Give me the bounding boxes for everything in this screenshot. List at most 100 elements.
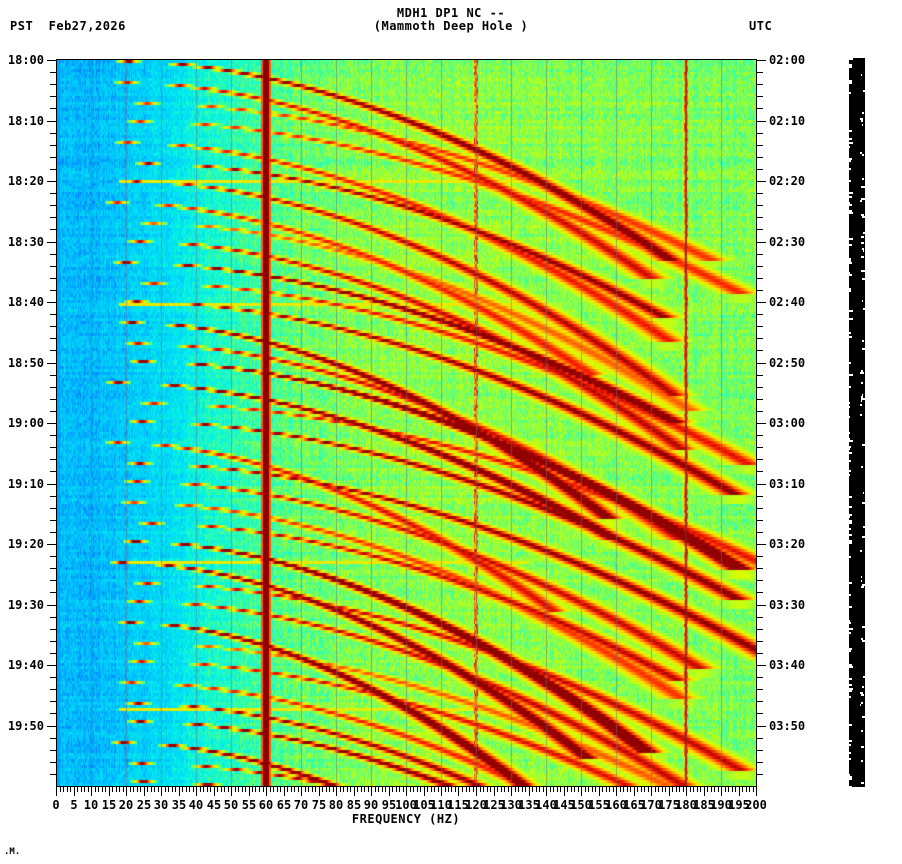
strip-edge-notch — [849, 520, 852, 522]
x-axis-minor-tick — [410, 787, 411, 792]
y-axis-label-utc: 03:20 — [769, 537, 806, 551]
y-axis-minor-tick-right — [757, 701, 763, 702]
strip-edge-notch — [849, 778, 852, 780]
x-axis-minor-tick — [504, 787, 505, 792]
y-axis-major-tick-left — [47, 363, 56, 364]
y-axis-label-pst: 19:10 — [7, 477, 44, 491]
x-axis-major-tick — [319, 787, 320, 796]
y-axis-minor-tick-right — [757, 471, 763, 472]
x-axis-minor-tick — [392, 787, 393, 792]
x-axis-minor-tick — [245, 787, 246, 792]
strip-edge-notch — [861, 586, 864, 588]
x-axis-minor-tick — [690, 787, 691, 792]
strip-edge-notch — [862, 178, 864, 180]
x-axis-minor-tick — [655, 787, 656, 792]
x-axis-minor-tick — [732, 787, 733, 792]
x-axis-major-tick — [494, 787, 495, 796]
x-axis-minor-tick — [312, 787, 313, 792]
strip-edge-notch — [849, 272, 850, 274]
strip-edge-notch — [849, 678, 852, 680]
x-axis-minor-tick — [210, 787, 211, 792]
strip-edge-notch — [849, 688, 853, 690]
x-axis-minor-tick — [382, 787, 383, 792]
x-axis-minor-tick — [627, 787, 628, 792]
x-axis-label-frequency: 195 — [728, 798, 750, 812]
x-axis-minor-tick — [81, 787, 82, 792]
y-axis-major-tick-left — [47, 181, 56, 182]
x-axis-label-frequency: 115 — [447, 798, 469, 812]
y-axis-minor-tick-right — [757, 108, 763, 109]
x-axis-minor-tick — [553, 787, 554, 792]
y-axis-minor-tick-left — [50, 157, 56, 158]
x-axis-minor-tick — [501, 787, 502, 792]
station-name-subtitle: (Mammoth Deep Hole ) — [373, 19, 529, 33]
y-axis-minor-tick-right — [757, 314, 763, 315]
x-axis-minor-tick — [203, 787, 204, 792]
x-axis-minor-tick — [483, 787, 484, 792]
strip-edge-notch — [849, 666, 853, 668]
strip-edge-notch — [861, 242, 864, 244]
strip-edge-notch — [849, 650, 851, 652]
x-axis-minor-tick — [158, 787, 159, 792]
strip-edge-notch — [861, 638, 863, 640]
strip-edge-notch — [849, 606, 852, 608]
x-axis-label-frequency: 45 — [206, 798, 222, 812]
x-axis-minor-tick — [431, 787, 432, 792]
x-axis-minor-tick — [277, 787, 278, 792]
x-axis-major-tick — [56, 787, 57, 796]
x-axis-minor-tick — [133, 787, 134, 792]
x-axis-major-tick — [214, 787, 215, 796]
x-axis-minor-tick — [543, 787, 544, 792]
x-axis-label-frequency: 40 — [188, 798, 204, 812]
x-axis-minor-tick — [637, 787, 638, 792]
y-axis-major-tick-right — [757, 181, 766, 182]
x-axis-minor-tick — [518, 787, 519, 792]
x-axis-minor-tick — [221, 787, 222, 792]
strip-edge-notch — [849, 142, 853, 144]
y-axis-minor-tick-left — [50, 145, 56, 146]
x-axis-major-tick — [581, 787, 582, 796]
y-axis-minor-tick-left — [50, 568, 56, 569]
y-axis-minor-tick-right — [757, 133, 763, 134]
y-axis-label-utc: 03:50 — [769, 719, 806, 733]
x-axis-minor-tick — [658, 787, 659, 792]
strip-edge-notch — [849, 438, 850, 440]
corner-mark: .M. — [4, 847, 21, 857]
x-axis-label-frequency: 155 — [588, 798, 610, 812]
x-axis-minor-tick — [455, 787, 456, 792]
strip-edge-notch — [862, 584, 865, 586]
x-axis-minor-tick — [235, 787, 236, 792]
y-axis-major-tick-left — [47, 484, 56, 485]
y-axis-label-utc: 02:20 — [769, 174, 806, 188]
x-axis-major-tick — [91, 787, 92, 796]
strip-edge-notch — [849, 416, 850, 418]
y-axis-minor-tick-left — [50, 689, 56, 690]
strip-edge-notch — [849, 514, 852, 516]
y-axis-major-tick-right — [757, 60, 766, 61]
y-axis-label-pst: 18:20 — [7, 174, 44, 188]
y-axis-minor-tick-left — [50, 762, 56, 763]
x-axis-minor-tick — [186, 787, 187, 792]
y-axis-minor-tick-left — [50, 447, 56, 448]
strip-edge-notch — [861, 730, 863, 732]
strip-edge-notch — [862, 640, 865, 642]
strip-edge-notch — [860, 692, 863, 694]
y-axis-minor-tick-right — [757, 375, 763, 376]
x-axis-minor-tick — [343, 787, 344, 792]
y-axis-minor-tick-left — [50, 653, 56, 654]
x-axis-minor-tick — [539, 787, 540, 792]
strip-edge-notch — [849, 628, 853, 630]
y-axis-minor-tick-right — [757, 508, 763, 509]
y-axis-major-tick-right — [757, 726, 766, 727]
x-axis-label-frequency: 110 — [430, 798, 452, 812]
x-axis-minor-tick — [364, 787, 365, 792]
strip-edge-notch — [861, 580, 862, 582]
x-axis-minor-tick — [200, 787, 201, 792]
y-axis-minor-tick-right — [757, 568, 763, 569]
strip-edge-notch — [849, 146, 850, 148]
x-axis-minor-tick — [403, 787, 404, 792]
strip-edge-notch — [863, 250, 864, 252]
strip-edge-notch — [862, 348, 865, 350]
y-axis-minor-tick-right — [757, 350, 763, 351]
x-axis-minor-tick — [420, 787, 421, 792]
